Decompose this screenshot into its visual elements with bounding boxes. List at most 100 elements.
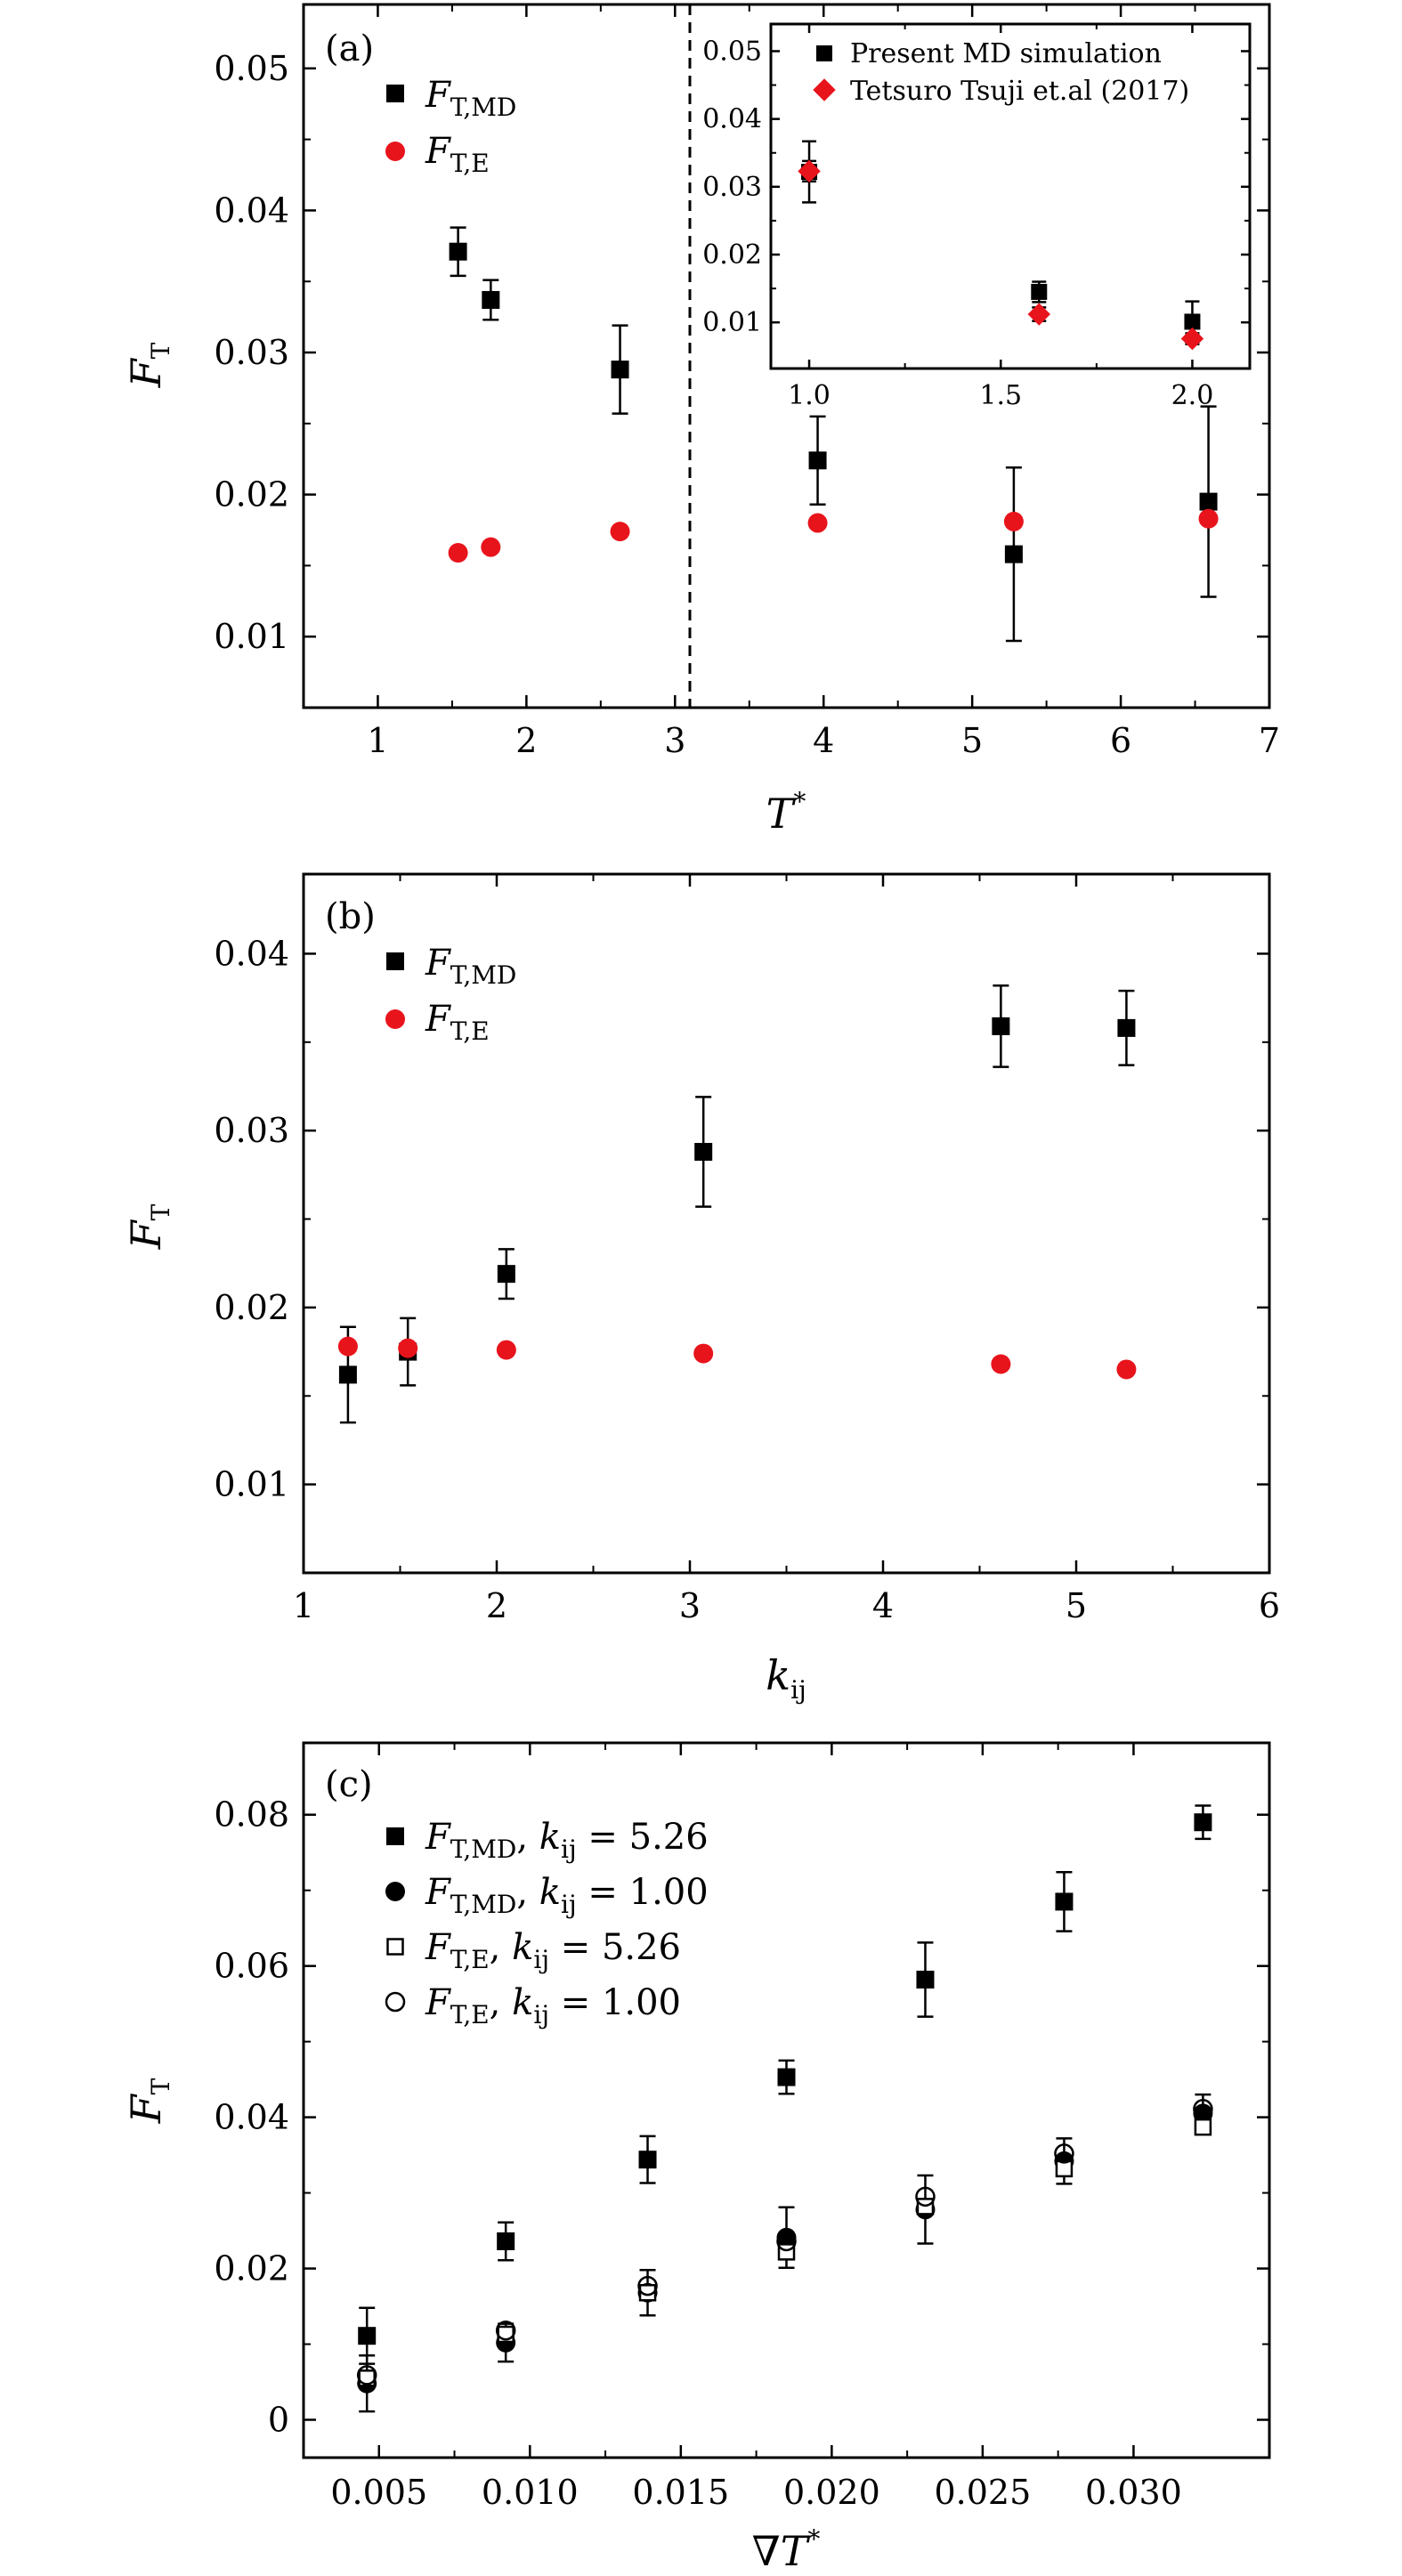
panel-b-xlabel: kij [766,1651,806,1705]
panel-a: 1 2 3 4 5 6 7 0.01 0.02 0.03 0.04 0.05 (a) FT,MD FT… [122,3,1280,838]
point-marker [637,2275,658,2297]
y-tick-label: 0.02 [214,475,289,514]
y-tick-label: 0.05 [702,36,762,67]
panel-c-ylabel: FT [122,2078,175,2124]
y-tick-label: 0.04 [214,190,289,230]
x-tick-label: 3 [664,721,685,760]
point-marker [694,1143,713,1162]
point-marker [777,2068,796,2086]
point-marker [496,1340,516,1360]
point-marker [777,2243,796,2261]
panel-a-marks [448,226,1219,643]
panel-a-ylabel: FT [122,342,175,388]
y-tick-label: 0.05 [214,49,289,88]
legend-entry-label: FT,E, kij = 5.26 [425,1927,681,1974]
panel-c-label: (c) [325,1764,373,1805]
point-marker [398,1338,418,1358]
x-tick-label: 6 [1110,721,1131,760]
legend-md-marker [386,952,404,970]
point-marker [638,2151,657,2169]
point-marker [386,1827,404,1845]
inset-legend-md-marker [816,45,832,61]
point-marker [358,2327,377,2345]
x-tick-label: 1.0 [788,380,831,411]
legend-entry-label: FT,MD, kij = 5.26 [425,1817,709,1864]
point-marker [482,290,500,309]
legend-e-label: FT,E [425,999,490,1046]
x-tick-label: 6 [1259,1586,1280,1625]
x-tick-label: 0.005 [330,2473,427,2512]
y-tick-label: 0.06 [214,1947,289,1986]
panel-c-ticks: 0.005 0.010 0.015 0.020 0.025 0.030 0 0.02 0.04 0… [214,1743,1269,2512]
x-tick-label: 1.5 [979,380,1022,411]
point-marker [1194,1813,1212,1832]
panel-c: 0.005 0.010 0.015 0.020 0.025 0.030 0 0.02 0.04 0… [122,1741,1271,2575]
point-marker [916,1970,935,1989]
x-tick-label: 7 [1259,721,1280,760]
point-marker [1117,1018,1136,1037]
point-marker [991,1354,1011,1374]
legend-md-label: FT,MD [425,75,516,122]
panel-a-ticks: 1 2 3 4 5 6 7 0.01 0.02 0.03 0.04 0.05 [214,4,1280,760]
point-marker [448,543,468,563]
point-marker [1003,511,1024,531]
legend-e-marker [385,142,405,161]
x-tick-label: 1 [367,721,388,760]
point-marker [798,159,821,183]
panel-c-legend: FT,MD, kij = 5.26 FT,MD, kij = 1.00 FT,E, … [385,1817,709,2029]
panel-c-frame [302,1741,1271,2459]
panel-a-frame [302,3,1271,709]
point-marker [1184,313,1201,330]
point-marker [1055,2159,1074,2178]
y-tick-label: 0.04 [214,2098,289,2137]
inset-frame [769,22,1252,370]
x-tick-label: 2.0 [1171,380,1214,411]
legend-e-label: FT,E [425,131,490,178]
legend-entry-label: FT,E, kij = 1.00 [425,1982,681,2029]
point-marker [385,1991,406,2013]
panel-b-legend: FT,MD FT,E [385,943,516,1046]
point-marker [1193,2099,1213,2119]
x-tick-label: 4 [813,721,834,760]
point-marker [337,1336,358,1357]
y-tick-label: 0.01 [214,1465,289,1504]
point-marker [776,2231,797,2252]
panel-b-ylabel: FT [122,1203,175,1250]
x-tick-label: 0.030 [1085,2473,1182,2512]
x-tick-label: 5 [1066,1586,1087,1625]
point-marker [1199,492,1218,511]
x-tick-label: 0.020 [783,2473,880,2512]
point-marker [356,2365,377,2386]
panel-b-label: (b) [325,896,376,937]
point-marker [1004,545,1023,563]
y-tick-label: 0.02 [702,239,762,271]
y-tick-label: 0.02 [214,1288,289,1327]
point-marker [807,513,828,533]
y-tick-label: 0.03 [214,333,289,372]
panel-c-marks [356,1804,1213,2413]
panel-c-xlabel: ∇T* [752,2524,821,2575]
point-marker [495,2320,516,2341]
panel-b-ticks: 1 2 3 4 5 6 0.01 0.02 0.03 0.04 [214,874,1280,1625]
x-tick-label: 1 [293,1586,314,1625]
point-marker [610,522,630,542]
y-tick-label: 0.01 [702,307,762,338]
point-marker [693,1343,714,1364]
point-marker [449,242,467,261]
point-marker [1194,2118,1212,2136]
panel-b: 1 2 3 4 5 6 0.01 0.02 0.03 0.04 (b) FT,MD FT,E FT… [122,872,1280,1705]
x-tick-label: 2 [486,1586,507,1625]
point-marker [386,1938,404,1956]
x-tick-label: 3 [679,1586,701,1625]
x-tick-label: 4 [872,1586,894,1625]
point-marker [915,2186,936,2207]
x-tick-label: 0.015 [632,2473,729,2512]
inset-ticks: 1.0 1.5 2.0 0.01 0.02 0.03 0.04 0.05 [702,24,1250,411]
panel-a-label: (a) [325,28,374,69]
inset-legend-md-label: Present MD simulation [850,38,1162,69]
y-tick-label: 0.03 [702,172,762,203]
point-marker [481,537,501,557]
x-tick-label: 0.010 [482,2473,579,2512]
y-tick-label: 0.03 [214,1111,289,1150]
